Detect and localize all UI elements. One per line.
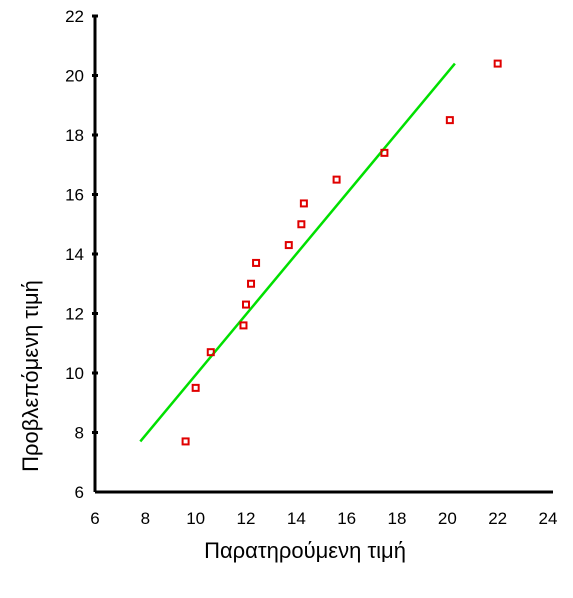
- points-layer: [181, 59, 502, 446]
- x-tick-label: 10: [186, 509, 205, 528]
- ticks: 6 8 10 12 14 16 18 20 22 24 6 8 10 12 14 16 18 20 22: [65, 7, 557, 528]
- y-axis-title: Προβλεπόμενη τιμή: [18, 280, 43, 472]
- data-point: [332, 175, 341, 184]
- data-point: [181, 437, 190, 446]
- y-tick-label: 14: [65, 245, 84, 264]
- x-tick-label: 6: [90, 509, 99, 528]
- x-tick-label: 8: [141, 509, 150, 528]
- data-point: [191, 383, 200, 392]
- x-tick-label: 16: [337, 509, 356, 528]
- x-tick-label: 12: [237, 509, 256, 528]
- data-point: [297, 220, 306, 229]
- data-point: [299, 199, 308, 208]
- data-point: [493, 59, 502, 68]
- x-tick-label: 14: [287, 509, 306, 528]
- y-tick-label: 10: [65, 364, 84, 383]
- data-point: [284, 241, 293, 250]
- data-point: [445, 116, 454, 125]
- y-tick-label: 16: [65, 186, 84, 205]
- data-point: [252, 258, 261, 267]
- y-tick-label: 22: [65, 7, 84, 26]
- fit-line-layer: [139, 62, 456, 443]
- data-point: [206, 348, 215, 357]
- y-tick-label: 6: [75, 483, 84, 502]
- x-axis-title: Παρατηρούμενη τιμή: [204, 538, 406, 563]
- y-tick-label: 8: [75, 424, 84, 443]
- fit-line: [139, 62, 456, 443]
- y-tick-label: 18: [65, 126, 84, 145]
- x-tick-label: 24: [539, 509, 558, 528]
- y-tick-label: 12: [65, 305, 84, 324]
- data-point: [380, 148, 389, 157]
- axes: [93, 16, 548, 494]
- x-tick-label: 20: [438, 509, 457, 528]
- data-point: [242, 300, 250, 309]
- data-point: [239, 321, 248, 330]
- data-point: [247, 279, 256, 288]
- x-tick-label: 22: [488, 509, 507, 528]
- x-tick-label: 18: [388, 509, 407, 528]
- y-tick-label: 20: [65, 67, 84, 86]
